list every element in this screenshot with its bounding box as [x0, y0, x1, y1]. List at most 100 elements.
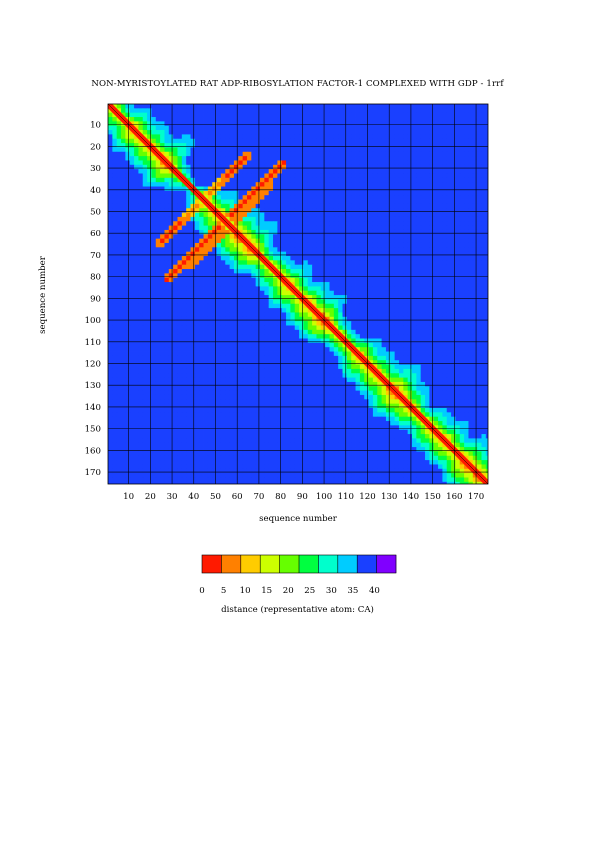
heatmap-cell	[459, 117, 465, 122]
heatmap-cell	[446, 269, 452, 274]
heatmap-cell	[121, 164, 126, 170]
heatmap-cell	[359, 138, 365, 144]
heatmap-cell	[199, 169, 204, 174]
heatmap-cell	[255, 112, 261, 118]
heatmap-cell	[216, 312, 222, 318]
heatmap-cell	[464, 329, 469, 335]
heatmap-cell	[459, 269, 465, 274]
heatmap-cell	[351, 247, 356, 253]
heatmap-cell	[229, 295, 235, 300]
heatmap-cell	[242, 195, 248, 200]
heatmap-cell	[442, 342, 448, 348]
heatmap-cell	[303, 295, 309, 300]
heatmap-cell	[412, 260, 417, 266]
heatmap-cell	[325, 203, 330, 209]
heatmap-cell	[442, 256, 448, 261]
heatmap-cell	[481, 316, 487, 322]
heatmap-cell	[112, 242, 118, 248]
heatmap-cell	[203, 303, 209, 309]
heatmap-cell	[485, 225, 488, 231]
heatmap-cell	[186, 173, 191, 179]
heatmap-cell	[329, 286, 335, 292]
heatmap-cell	[438, 203, 443, 209]
heatmap-cell	[164, 195, 170, 200]
heatmap-cell	[368, 334, 374, 339]
heatmap-cell	[433, 277, 439, 283]
heatmap-cell	[381, 329, 387, 335]
heatmap-cell	[307, 225, 313, 231]
heatmap-cell	[246, 121, 252, 127]
heatmap-cell	[346, 256, 352, 261]
heatmap-cell	[477, 190, 482, 196]
heatmap-cell	[303, 282, 309, 287]
heatmap-cell	[286, 208, 291, 213]
heatmap-cell	[433, 329, 439, 335]
heatmap-cell	[312, 229, 317, 235]
heatmap-cell	[229, 286, 235, 292]
heatmap-cell	[121, 260, 126, 266]
heatmap-cell	[229, 164, 235, 170]
heatmap-cell	[459, 138, 465, 144]
heatmap-cell	[199, 342, 204, 348]
heatmap-cell	[186, 342, 191, 348]
heatmap-cell	[407, 182, 413, 187]
heatmap-cell	[403, 173, 409, 179]
heatmap-cell	[186, 143, 191, 148]
heatmap-cell	[390, 160, 396, 166]
heatmap-cell	[385, 177, 391, 183]
heatmap-cell	[451, 199, 456, 205]
heatmap-cell	[320, 117, 326, 122]
heatmap-cell	[216, 325, 222, 331]
heatmap-cell	[398, 177, 404, 183]
heatmap-cell	[116, 338, 122, 344]
heatmap-cell	[338, 229, 343, 235]
heatmap-cell	[451, 177, 456, 183]
heatmap-cell	[403, 169, 409, 174]
heatmap-cell	[485, 117, 488, 122]
heatmap-cell	[464, 195, 469, 200]
heatmap-cell	[364, 177, 369, 183]
heatmap-cell	[290, 195, 296, 200]
heatmap-cell	[116, 334, 122, 339]
heatmap-cell	[151, 321, 157, 326]
heatmap-cell	[268, 334, 274, 339]
heatmap-cell	[147, 212, 152, 218]
heatmap-cell	[464, 182, 469, 187]
heatmap-cell	[477, 182, 482, 187]
heatmap-cell	[433, 269, 439, 274]
heatmap-cell	[407, 151, 413, 157]
heatmap-cell	[233, 212, 239, 218]
heatmap-cell	[351, 195, 356, 200]
heatmap-cell	[212, 112, 217, 118]
heatmap-cell	[168, 247, 174, 253]
heatmap-cell	[442, 286, 448, 292]
heatmap-cell	[168, 282, 174, 287]
heatmap-cell	[212, 104, 217, 109]
heatmap-cell	[212, 212, 217, 218]
heatmap-cell	[446, 190, 452, 196]
heatmap-cell	[385, 269, 391, 274]
heatmap-cell	[451, 282, 456, 287]
heatmap-cell	[420, 299, 426, 305]
heatmap-cell	[320, 338, 326, 344]
heatmap-cell	[190, 212, 196, 218]
heatmap-cell	[294, 160, 300, 166]
heatmap-cell	[338, 125, 343, 131]
heatmap-cell	[472, 134, 478, 140]
heatmap-cell	[455, 164, 461, 170]
heatmap-cell	[116, 138, 122, 144]
heatmap-cell	[446, 308, 452, 313]
heatmap-cell	[242, 216, 248, 222]
heatmap-cell	[286, 164, 291, 170]
heatmap-cell	[381, 269, 387, 274]
heatmap-cell	[433, 260, 439, 266]
heatmap-cell	[303, 316, 309, 322]
heatmap-cell	[173, 182, 178, 187]
heatmap-cell	[220, 169, 226, 174]
heatmap-cell	[160, 325, 165, 331]
heatmap-cell	[442, 173, 448, 179]
heatmap-cell	[429, 186, 435, 192]
heatmap-cell	[320, 169, 326, 174]
heatmap-cell	[385, 138, 391, 144]
heatmap-cell	[342, 247, 348, 253]
